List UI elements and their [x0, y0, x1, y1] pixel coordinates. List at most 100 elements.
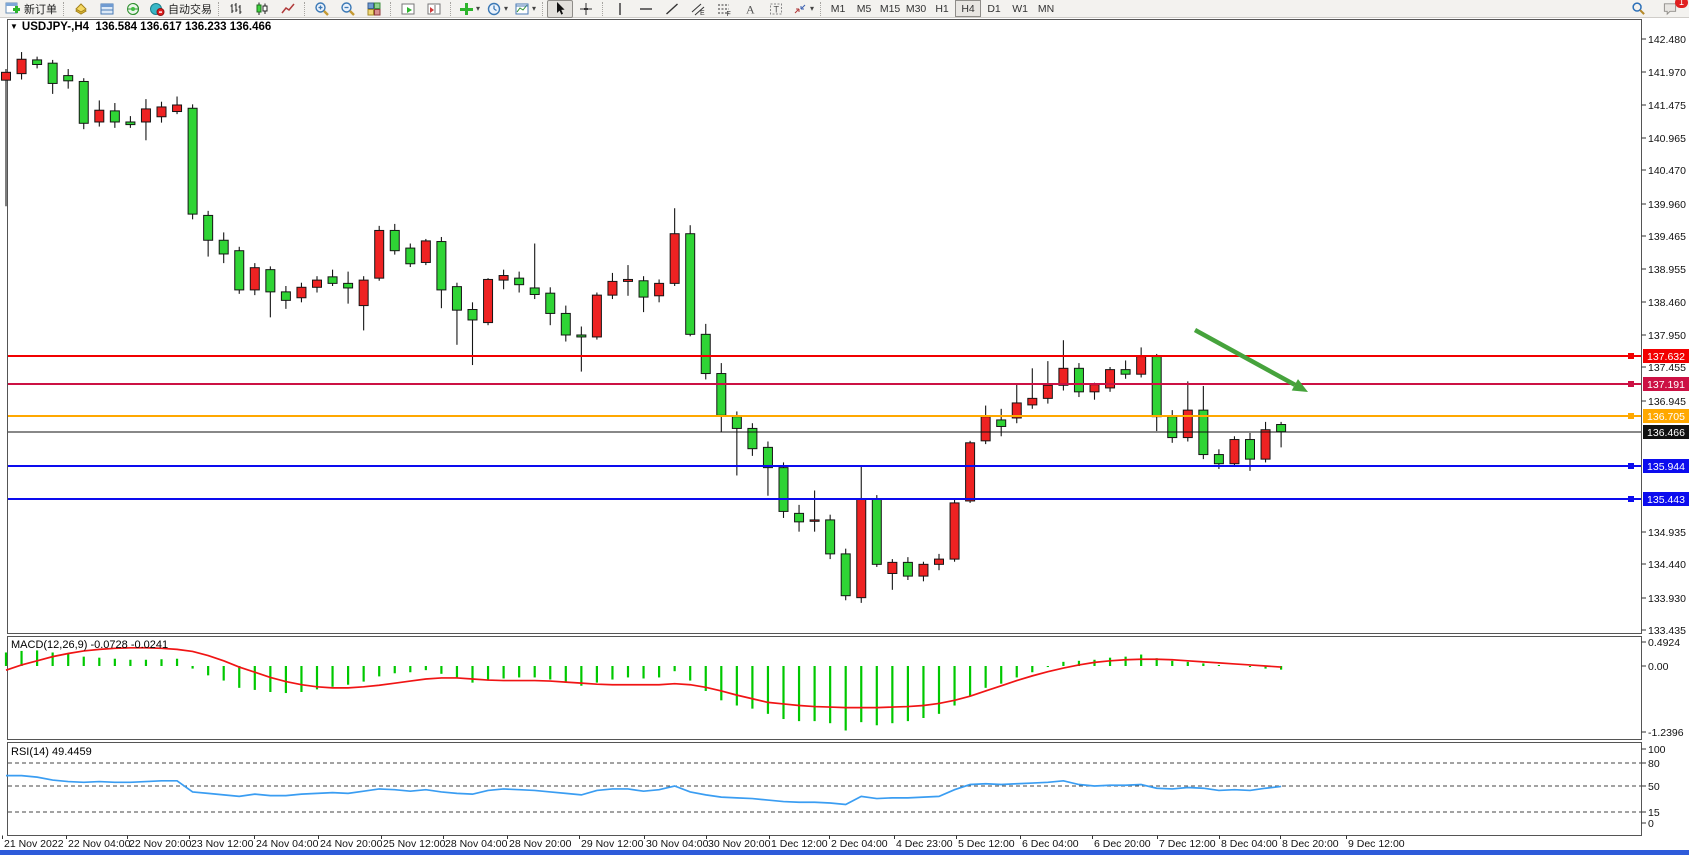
- auto-trading-button[interactable]: 自动交易: [146, 0, 215, 18]
- hline-handle[interactable]: [1628, 496, 1634, 502]
- candle: [218, 232, 229, 264]
- trendline-button[interactable]: [659, 0, 685, 18]
- cursor-button[interactable]: [547, 0, 574, 18]
- timeframe-button-w1[interactable]: W1: [1012, 2, 1028, 15]
- horizontal-line-button[interactable]: [633, 0, 659, 18]
- timeframe-button-m15[interactable]: M15: [879, 2, 901, 15]
- indicators-icon: [460, 2, 473, 15]
- candle: [203, 210, 214, 257]
- time-axis-label: 6 Dec 20:00: [1094, 838, 1151, 850]
- toolbar-right: 1: [1625, 0, 1688, 18]
- time-axis-label: 8 Dec 20:00: [1282, 838, 1339, 850]
- templates-button[interactable]: ▾: [511, 0, 539, 18]
- toolbar-separator: [820, 1, 822, 16]
- arrows-button[interactable]: ▾: [789, 0, 817, 18]
- timeframe-button-d1[interactable]: D1: [987, 2, 1001, 15]
- zoom-in-button[interactable]: [309, 0, 335, 18]
- candlestick-chart-button[interactable]: [249, 0, 275, 18]
- candle: [296, 282, 307, 303]
- data-window-button[interactable]: [94, 0, 120, 18]
- hline-handle[interactable]: [1628, 413, 1634, 419]
- zoom-out-button[interactable]: [335, 0, 361, 18]
- notification-icon[interactable]: 1: [1657, 0, 1688, 18]
- candle: [794, 504, 805, 532]
- macd-signal-line: [5, 646, 1282, 709]
- price-axis-label: 133.930: [1648, 593, 1686, 605]
- rsi-axis-label: 80: [1648, 758, 1660, 770]
- data-window-icon: [100, 3, 114, 14]
- vertical-line-button[interactable]: [607, 0, 633, 18]
- timeframe-button-m1[interactable]: M1: [830, 2, 846, 15]
- hline-handle[interactable]: [1628, 463, 1634, 469]
- tile-windows-button[interactable]: [361, 0, 387, 18]
- time-axis-label: 22 Nov 20:00: [129, 838, 192, 850]
- candle: [576, 326, 587, 372]
- time-axis-label: 5 Dec 12:00: [958, 838, 1015, 850]
- templates-icon: [515, 3, 529, 14]
- time-axis-label: 28 Nov 04:00: [445, 838, 508, 850]
- navigator-button[interactable]: [120, 0, 146, 18]
- rsi-line: [6, 774, 1282, 806]
- timeframe-bar: M1 M5 M15 M30 H1 H4 D1 W1 MN: [825, 0, 1059, 17]
- text-label-button[interactable]: T: [763, 0, 789, 18]
- new-order-button[interactable]: 新订单: [2, 0, 60, 18]
- time-axis-label: 24 Nov 04:00: [256, 838, 319, 850]
- timeframe-button-h1[interactable]: H1: [935, 2, 949, 15]
- candle: [249, 263, 260, 296]
- time-axis-label: 22 Nov 04:00: [68, 838, 131, 850]
- candle: [669, 208, 680, 286]
- navigator-icon: [127, 2, 139, 15]
- candle: [156, 101, 167, 123]
- candle: [1182, 381, 1193, 442]
- chart-shift-icon: [427, 3, 441, 14]
- hline-handle[interactable]: [1628, 381, 1634, 387]
- time-axis-label: 30 Nov 04:00: [646, 838, 709, 850]
- vertical-line-icon: [619, 2, 621, 15]
- line-chart-button[interactable]: [275, 0, 301, 18]
- price-axis-label: 140.470: [1648, 165, 1686, 177]
- market-watch-button[interactable]: [68, 0, 94, 18]
- bar-chart-button[interactable]: [223, 0, 249, 18]
- candle: [1260, 421, 1271, 463]
- symbol-dropdown-icon[interactable]: ▼: [10, 22, 18, 31]
- price-line-badge-value: 137.191: [1647, 379, 1685, 391]
- price-line-badge: [1643, 492, 1689, 506]
- candle: [934, 553, 944, 571]
- horizontal-line-icon: [640, 7, 653, 10]
- time-axis-label: 28 Nov 20:00: [509, 838, 572, 850]
- toolbar-separator: [390, 1, 392, 16]
- candle: [312, 276, 322, 293]
- text-button[interactable]: A: [737, 0, 763, 18]
- chevron-down-icon: ▾: [532, 4, 537, 13]
- price-axis-label: 139.960: [1648, 199, 1686, 211]
- timeframe-button-m5[interactable]: M5: [856, 2, 872, 15]
- timeframe-button-mn[interactable]: MN: [1037, 2, 1055, 15]
- candle: [405, 243, 416, 268]
- candle: [451, 282, 462, 345]
- auto-scroll-button[interactable]: [395, 0, 421, 18]
- hline-handle[interactable]: [1628, 353, 1634, 359]
- crosshair-button[interactable]: [573, 0, 599, 18]
- toolbar-button-label: 新订单: [24, 3, 57, 16]
- price-line-badge-value: 136.466: [1647, 427, 1685, 439]
- indicators-button[interactable]: ▾: [455, 0, 483, 18]
- candle: [623, 265, 633, 296]
- equidistant-channel-button[interactable]: E: [685, 0, 711, 18]
- time-axis-label: 21 Nov 2022: [4, 838, 64, 850]
- rsi-axis-label: 15: [1648, 807, 1660, 819]
- candle: [591, 292, 602, 340]
- timeframe-button-m30[interactable]: M30: [905, 2, 927, 15]
- price-axis-label: 138.460: [1648, 297, 1686, 309]
- fibonacci-button[interactable]: F: [711, 0, 737, 18]
- toolbar-separator: [304, 1, 306, 16]
- search-icon[interactable]: [1625, 0, 1651, 18]
- chart-shift-button[interactable]: [421, 0, 447, 18]
- candle: [327, 269, 338, 286]
- candle: [654, 279, 665, 303]
- fibonacci-icon: F: [718, 4, 731, 17]
- candle: [902, 557, 913, 581]
- timeframe-button-h4[interactable]: H4: [955, 0, 982, 17]
- trend-arrow-object[interactable]: [1193, 328, 1296, 387]
- periods-button[interactable]: ▾: [483, 0, 511, 18]
